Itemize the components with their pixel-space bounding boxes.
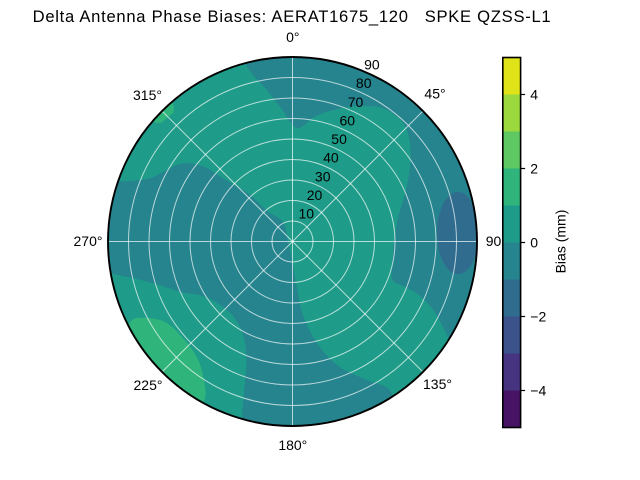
- svg-text:2: 2: [530, 161, 538, 177]
- svg-text:270°: 270°: [74, 233, 103, 249]
- svg-text:315°: 315°: [133, 87, 162, 103]
- svg-text:10: 10: [299, 206, 315, 222]
- svg-text:60: 60: [340, 112, 356, 128]
- svg-text:4: 4: [530, 87, 538, 103]
- svg-text:40: 40: [323, 150, 339, 166]
- svg-text:30: 30: [315, 168, 331, 184]
- svg-text:Bias (mm): Bias (mm): [552, 210, 568, 274]
- svg-text:90: 90: [364, 57, 380, 73]
- svg-text:0: 0: [530, 235, 538, 251]
- svg-text:Delta Antenna Phase Biases: AE: Delta Antenna Phase Biases: AERAT1675_12…: [33, 7, 552, 26]
- svg-text:135°: 135°: [423, 376, 452, 392]
- svg-text:45°: 45°: [424, 86, 445, 102]
- svg-text:80: 80: [356, 75, 372, 91]
- svg-text:0°: 0°: [286, 29, 299, 45]
- svg-text:−4: −4: [530, 383, 546, 399]
- svg-text:20: 20: [307, 187, 323, 203]
- svg-text:50: 50: [331, 131, 347, 147]
- svg-text:−2: −2: [530, 309, 546, 325]
- svg-text:90: 90: [486, 233, 502, 249]
- svg-text:225°: 225°: [134, 377, 163, 393]
- svg-text:70: 70: [348, 94, 364, 110]
- svg-text:180°: 180°: [278, 437, 307, 453]
